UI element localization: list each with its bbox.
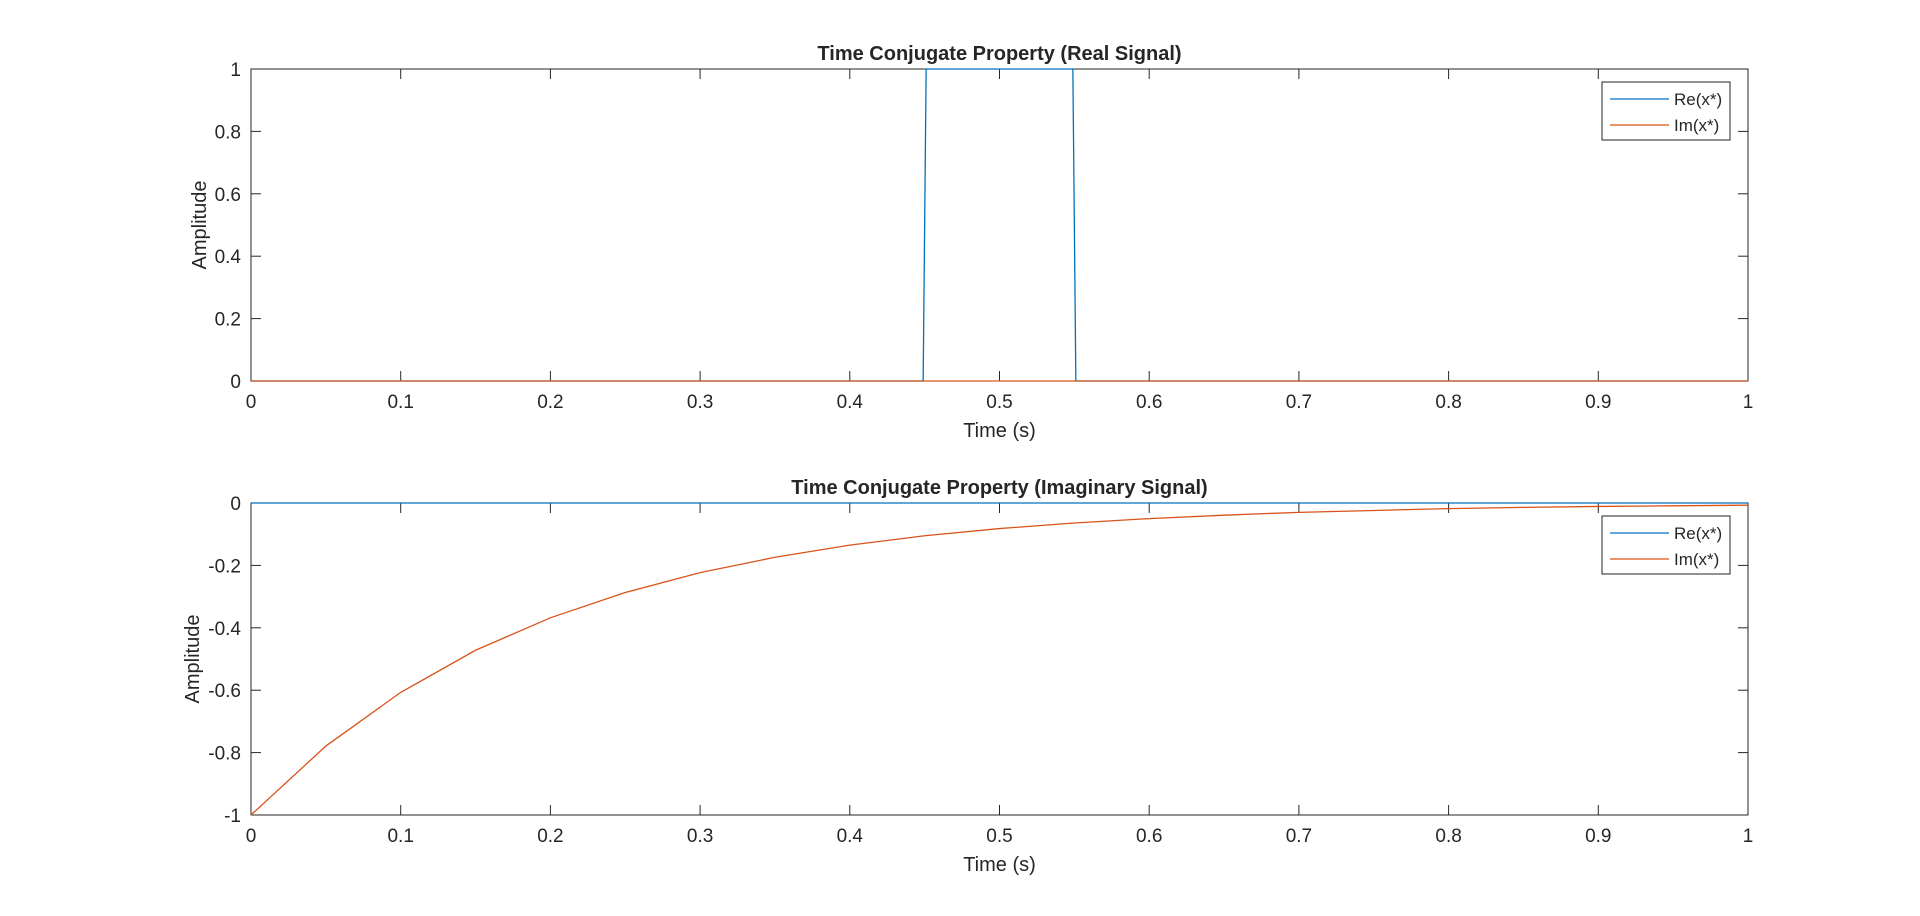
chart-2-ytick-label: 0 (230, 494, 241, 515)
chart-1-xtick-label: 0.1 (387, 392, 413, 413)
chart-2-ytick-label: -0.6 (208, 681, 241, 702)
chart-1-y-axis-label: Amplitude (189, 181, 211, 270)
chart-2-xtick-label: 0.9 (1585, 826, 1611, 847)
chart-2-x-axis-label: Time (s) (963, 854, 1036, 876)
chart-2-xtick-label: 0.4 (837, 826, 864, 847)
chart-1-xtick-label: 0 (246, 392, 257, 413)
chart-1-xtick-label: 0.5 (986, 392, 1012, 413)
chart-1-ytick-label: 0 (230, 372, 241, 393)
chart-1-x-axis-label: Time (s) (963, 420, 1036, 442)
chart-2-ytick-label: -0.4 (208, 619, 241, 640)
chart-2-ytick-label: -0.8 (208, 744, 241, 765)
chart-1-ytick-label: 1 (230, 60, 241, 81)
chart-2-xtick-label: 0.3 (687, 826, 713, 847)
chart-2-y-axis-label: Amplitude (182, 615, 204, 704)
chart-1-legend: Re(x*) Im(x*) (1601, 81, 1731, 141)
chart-2-series-im-line (250, 504, 1749, 816)
chart-1-xtick-label: 0.3 (687, 392, 713, 413)
chart-2-xtick-label: 0.1 (387, 826, 413, 847)
chart-2-ytick-label: -1 (224, 806, 241, 827)
chart-2-xtick-label: 0.8 (1435, 826, 1461, 847)
chart-1-legend-label: Re(x*) (1674, 90, 1722, 109)
chart-2-xtick-label: 0.6 (1136, 826, 1162, 847)
chart-1-xtick-label: 0.6 (1136, 392, 1162, 413)
chart-1-legend-label: Im(x*) (1674, 116, 1719, 135)
chart-1-plot-box (250, 68, 1749, 382)
chart-2-xtick-label: 0.2 (537, 826, 563, 847)
chart-2-xtick-label: 0 (246, 826, 257, 847)
chart-1-ytick-label: 0.6 (215, 185, 241, 206)
chart-2: 0 0.1 0.2 0.3 0.4 0.5 0.6 0.7 0.8 0.9 1 -1 -0.8 -0.6 -… (182, 477, 1753, 876)
chart-2-legend-label: Im(x*) (1674, 550, 1719, 569)
chart-2-xtick-label: 1 (1743, 826, 1754, 847)
chart-2-xtick-label: 0.5 (986, 826, 1012, 847)
chart-1-xtick-label: 0.4 (837, 392, 864, 413)
chart-1-title: Time Conjugate Property (Real Signal) (817, 43, 1181, 65)
chart-2-title: Time Conjugate Property (Imaginary Signa… (791, 477, 1207, 499)
chart-1-ytick-label: 0.8 (215, 122, 241, 143)
chart-2-legend: Re(x*) Im(x*) (1601, 515, 1731, 575)
chart-2-ytick-label: -0.2 (208, 556, 241, 577)
chart-1-xtick-label: 0.7 (1286, 392, 1312, 413)
chart-1-xtick-label: 1 (1743, 392, 1754, 413)
chart-1: 0 0.1 0.2 0.3 0.4 0.5 0.6 0.7 0.8 0.9 1 0 0.2 0.4 0.6 0… (189, 43, 1753, 442)
chart-2-xtick-label: 0.7 (1286, 826, 1312, 847)
chart-2-legend-box (1601, 515, 1731, 575)
chart-1-xtick-label: 0.2 (537, 392, 563, 413)
chart-1-xtick-label: 0.8 (1435, 392, 1461, 413)
chart-2-legend-label: Re(x*) (1674, 524, 1722, 543)
chart-2-plot-box (250, 502, 1749, 816)
chart-1-xtick-label: 0.9 (1585, 392, 1611, 413)
chart-1-legend-box (1601, 81, 1731, 141)
chart-1-ytick-label: 0.4 (215, 247, 242, 268)
chart-1-ytick-label: 0.2 (215, 310, 241, 331)
